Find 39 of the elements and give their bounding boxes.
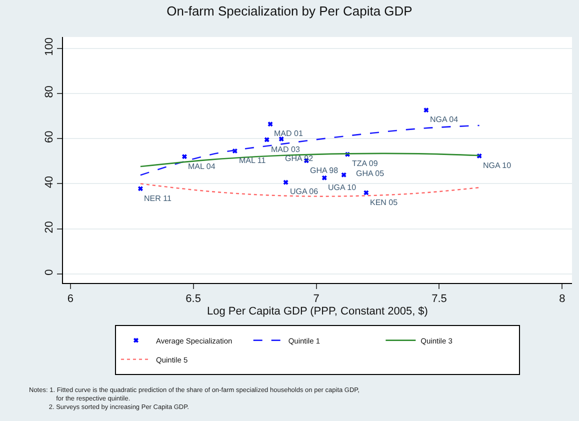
chart-title: On-farm Specialization by Per Capita GDP xyxy=(166,3,412,18)
x-tick-label: 6.5 xyxy=(186,293,201,306)
point xyxy=(341,172,346,178)
point xyxy=(424,108,429,113)
point xyxy=(322,175,327,180)
x-tick-label: 8 xyxy=(559,293,566,306)
annotation: NER 11 xyxy=(144,194,172,203)
y-tick-label: 60 xyxy=(44,130,56,144)
line-series xyxy=(140,183,480,197)
point xyxy=(264,137,270,142)
x-tick-label: 7 xyxy=(313,293,320,306)
y-tick-label: 40 xyxy=(44,176,56,188)
annotation: UGA 10 xyxy=(328,183,357,192)
y-tick-label: 100 xyxy=(44,37,56,56)
annotation: GHA 92 xyxy=(285,154,314,163)
x-tick-label: 6 xyxy=(67,293,74,306)
annotation: NGA 04 xyxy=(430,115,459,124)
line-series xyxy=(140,124,480,176)
annotation: NGA 10 xyxy=(483,161,512,170)
x-tick-label: 7.5 xyxy=(432,293,447,306)
y-tick-label: 0 xyxy=(44,269,56,276)
annotation: KEN 05 xyxy=(370,198,398,207)
y-tick-label: 80 xyxy=(44,86,56,98)
annotation: MAD 03 xyxy=(271,145,300,154)
point xyxy=(182,154,187,160)
annotation: GHA 05 xyxy=(356,169,385,178)
annotation: TZA 09 xyxy=(352,159,378,168)
annotation: GHA 98 xyxy=(310,166,339,175)
point xyxy=(268,122,273,127)
point xyxy=(278,136,284,142)
annotation: UGA 06 xyxy=(290,187,319,196)
annotation: MAL 11 xyxy=(239,156,266,165)
point xyxy=(364,190,369,196)
point xyxy=(283,180,288,185)
y-tick-label: 20 xyxy=(44,221,56,234)
annotation: MAD 01 xyxy=(274,129,304,138)
x-axis-title: Log Per Capita GDP (PPP, Constant 2005, $) xyxy=(207,305,428,318)
point xyxy=(138,186,143,192)
annotation: MAL 04 xyxy=(188,162,216,171)
